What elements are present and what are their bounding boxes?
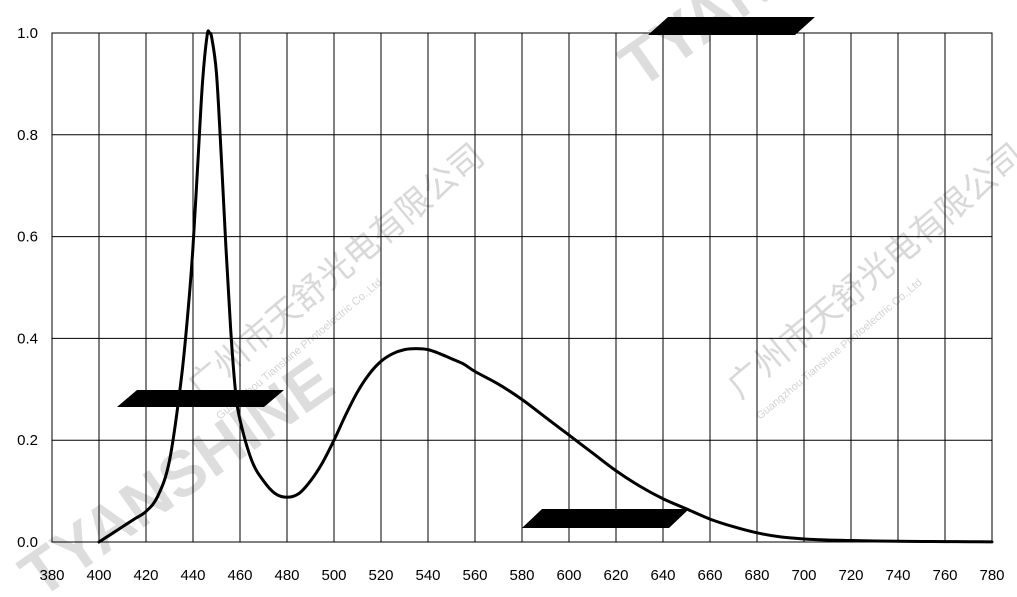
y-tick-label: 0.8	[17, 127, 38, 144]
y-tick-label: 0.4	[17, 330, 38, 347]
x-tick-label: 560	[462, 567, 487, 584]
y-tick-label: 0.0	[17, 534, 38, 551]
x-tick-label: 380	[39, 567, 64, 584]
x-tick-label: 500	[321, 567, 346, 584]
x-tick-label: 420	[133, 567, 158, 584]
x-tick-label: 600	[556, 567, 581, 584]
x-tick-label: 680	[744, 567, 769, 584]
x-tick-label: 780	[979, 567, 1004, 584]
redaction-bars	[117, 17, 815, 528]
x-tick-label: 460	[227, 567, 252, 584]
x-tick-label: 440	[180, 567, 205, 584]
x-tick-label: 400	[86, 567, 111, 584]
x-tick-label: 740	[885, 567, 910, 584]
redaction-bar	[522, 509, 689, 528]
axes	[51, 32, 993, 543]
watermark-brand-bottom: TYANSHINE	[7, 344, 346, 597]
series-layer	[97, 29, 994, 544]
watermark-layer: TYANSHINE TYANSHINE 广州市天舒光电有限公司 Guangzho…	[7, 0, 1017, 597]
y-tick-label: 0.6	[17, 229, 38, 246]
watermark-brand-top: TYANSHINE	[607, 0, 946, 101]
x-tick-label: 640	[650, 567, 675, 584]
x-tick-label: 760	[932, 567, 957, 584]
grid	[51, 32, 993, 543]
series-line	[97, 29, 994, 544]
x-tick-label: 520	[368, 567, 393, 584]
watermark-company-cn-right: 广州市天舒光电有限公司	[721, 137, 1017, 407]
y-tick-label: 1.0	[17, 25, 38, 42]
y-tick-label: 0.2	[17, 432, 38, 449]
x-tick-label: 580	[509, 567, 534, 584]
redaction-bar	[648, 17, 815, 35]
x-tick-label: 720	[838, 567, 863, 584]
x-tick-label: 660	[697, 567, 722, 584]
y-tick-labels: 0.0 0.2 0.4 0.6 0.8 1.0	[17, 25, 38, 551]
x-tick-label: 700	[791, 567, 816, 584]
x-tick-labels: 380 400 420 440 460 480 500 520 540 560 580 600 620 6…	[39, 567, 1004, 584]
redaction-bar	[117, 390, 284, 407]
plot-frame	[51, 32, 993, 543]
x-tick-label: 540	[415, 567, 440, 584]
x-tick-label: 620	[603, 567, 628, 584]
x-tick-label: 480	[274, 567, 299, 584]
